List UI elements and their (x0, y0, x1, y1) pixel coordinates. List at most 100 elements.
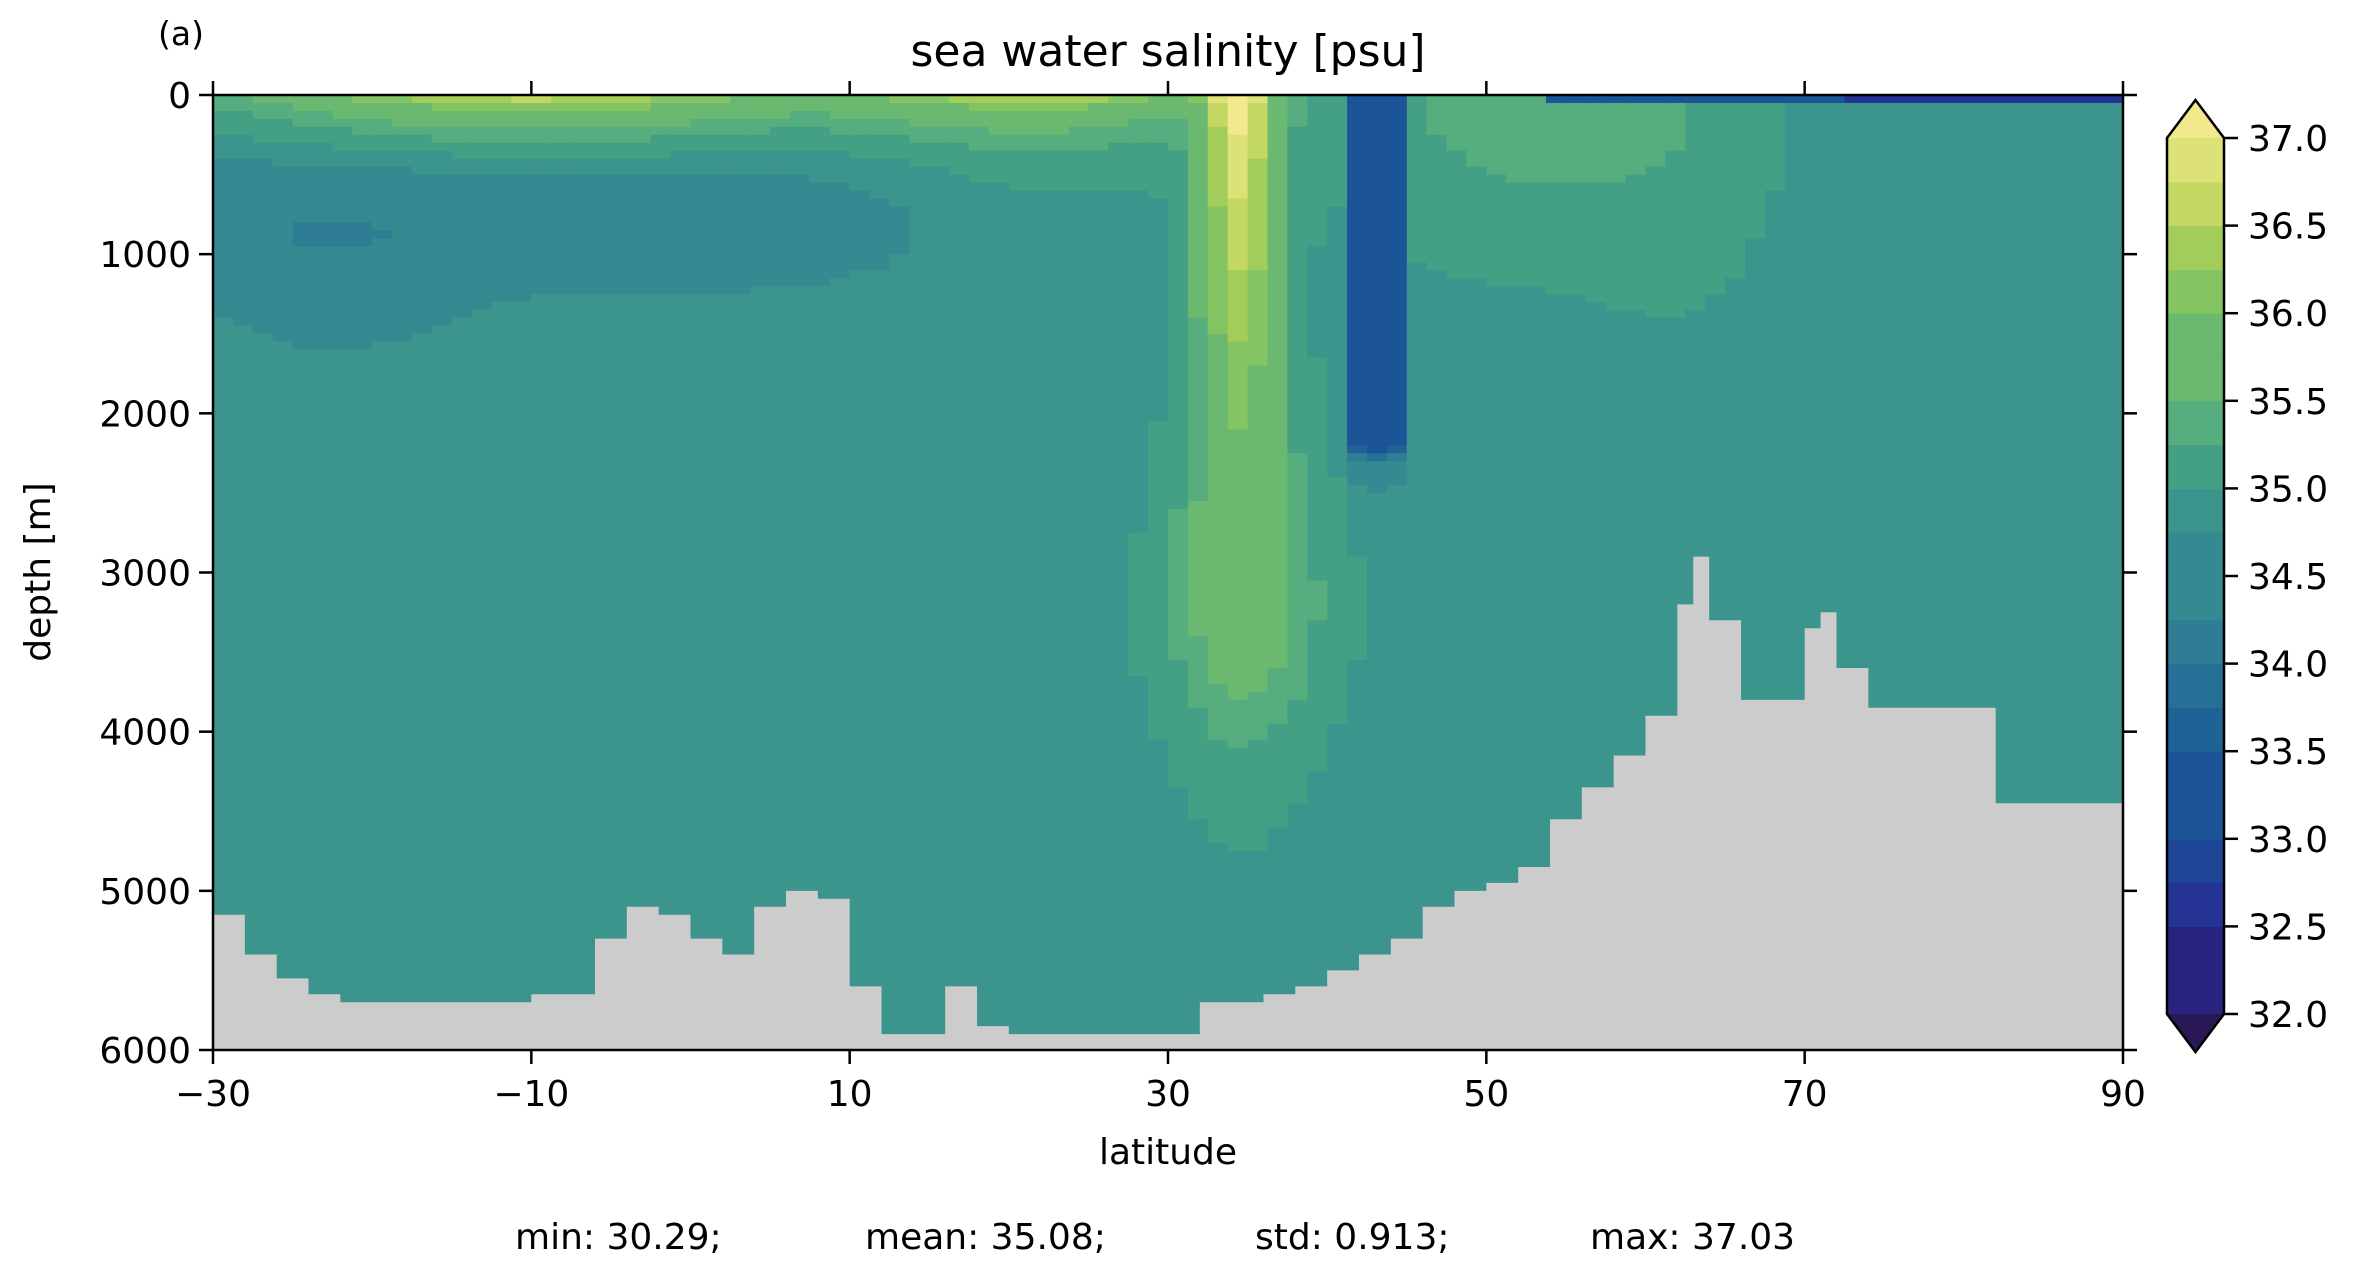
y-axis: 0 1000 2000 3000 4000 5000 6000 (99, 76, 2137, 1072)
field-cell (312, 110, 334, 128)
field-cell (1367, 453, 1388, 462)
field-cell (1108, 103, 1129, 128)
y-tick-label: 2000 (99, 394, 191, 435)
field-cell (1565, 95, 1587, 104)
field-cell (1347, 95, 1368, 446)
field-cell (1227, 341, 1249, 430)
field-cell (1247, 95, 1269, 104)
field-cell (1168, 787, 1189, 1050)
field-cell (431, 103, 453, 112)
field-cell (531, 174, 552, 295)
field-cell (1347, 556, 1368, 661)
field-cell (849, 118, 871, 136)
field-cell (969, 126, 990, 152)
field-cell (1983, 95, 2005, 104)
field-cell (431, 174, 453, 327)
field-cell (889, 103, 911, 120)
field-cell (591, 174, 612, 295)
field-cell (412, 95, 433, 104)
field-cell (1386, 461, 1408, 486)
field-cell (1745, 103, 1766, 240)
field-cell (1247, 739, 1269, 852)
field-cell (1168, 508, 1189, 661)
colorbar-tick-label: 36.0 (2248, 294, 2328, 335)
field-cell (571, 110, 592, 128)
field-cell (1227, 134, 1249, 200)
field-cell (829, 182, 851, 279)
field-cell (1287, 699, 1309, 805)
field-cell (392, 134, 413, 152)
field-cell (571, 103, 592, 112)
field-cell (312, 222, 334, 247)
field-cell (1068, 126, 1090, 152)
field-cell (1028, 95, 1050, 104)
field-cell (710, 150, 732, 176)
field-cell (1386, 485, 1408, 1050)
field-cell (352, 349, 373, 1050)
field-cell (1148, 421, 1169, 741)
field-cell (770, 95, 791, 120)
colorbar-segment (2167, 225, 2224, 270)
field-cell (1347, 485, 1368, 558)
field-cell (392, 166, 413, 343)
field-cell (988, 95, 1010, 104)
field-cell (1605, 103, 1627, 184)
field-cell (372, 118, 393, 136)
colorbar-extend-max (2167, 100, 2224, 138)
colorbar-segment (2167, 882, 2224, 927)
field-cell (710, 174, 732, 295)
field-cell (1327, 95, 1348, 208)
field-cell (1028, 134, 1050, 152)
field-cell (1347, 461, 1368, 486)
field-cell (650, 134, 672, 160)
field-cell (272, 142, 294, 168)
field-cell (431, 150, 453, 176)
field-cell (730, 95, 751, 120)
field-cell (1207, 333, 1229, 685)
field-cell (352, 166, 373, 224)
field-cell (710, 118, 732, 136)
field-cell (372, 166, 393, 232)
field-cell (1764, 95, 1786, 104)
field-cell (1187, 636, 1209, 709)
field-cell (531, 142, 552, 160)
field-cell (1804, 95, 1826, 104)
field-cell (630, 158, 652, 176)
field-cell (272, 166, 294, 343)
field-cell (1824, 95, 1846, 104)
field-cell (1008, 95, 1030, 104)
x-tick-label: 70 (1782, 1074, 1828, 1115)
field-cell (849, 190, 871, 271)
field-cell (332, 166, 354, 224)
field-cell (551, 174, 572, 295)
field-cell (1227, 851, 1249, 1050)
field-cell (710, 95, 732, 104)
field-cell (213, 95, 234, 112)
field-cell (1367, 95, 1388, 454)
field-cell (809, 95, 831, 112)
stat-min: min: 30.29; (515, 1217, 722, 1258)
field-cell (372, 150, 393, 168)
field-cell (1187, 103, 1209, 319)
field-cell (630, 142, 652, 160)
field-cell (849, 134, 871, 160)
field-cell (232, 110, 254, 136)
field-cell (730, 118, 751, 136)
field-cell (591, 294, 612, 1050)
field-cell (431, 110, 453, 128)
field-cell (1148, 118, 1169, 144)
field-cell (1327, 723, 1348, 1050)
field-cell (352, 103, 373, 120)
field-cell (213, 158, 234, 319)
field-cell (1048, 190, 1070, 1050)
field-cell (312, 95, 334, 112)
field-cell (1327, 477, 1348, 725)
field-cell (650, 174, 672, 295)
field-cell (1725, 103, 1746, 279)
field-cell (312, 246, 334, 351)
field-cell (1088, 150, 1110, 192)
y-tick-label: 6000 (99, 1031, 191, 1072)
stat-max: max: 37.03 (1590, 1217, 1795, 1258)
colorbar: 32.0 32.5 33.0 33.5 34.0 34.5 35.0 35.5 36.0 36.5… (2165, 97, 2328, 1055)
field-cell (909, 142, 931, 168)
